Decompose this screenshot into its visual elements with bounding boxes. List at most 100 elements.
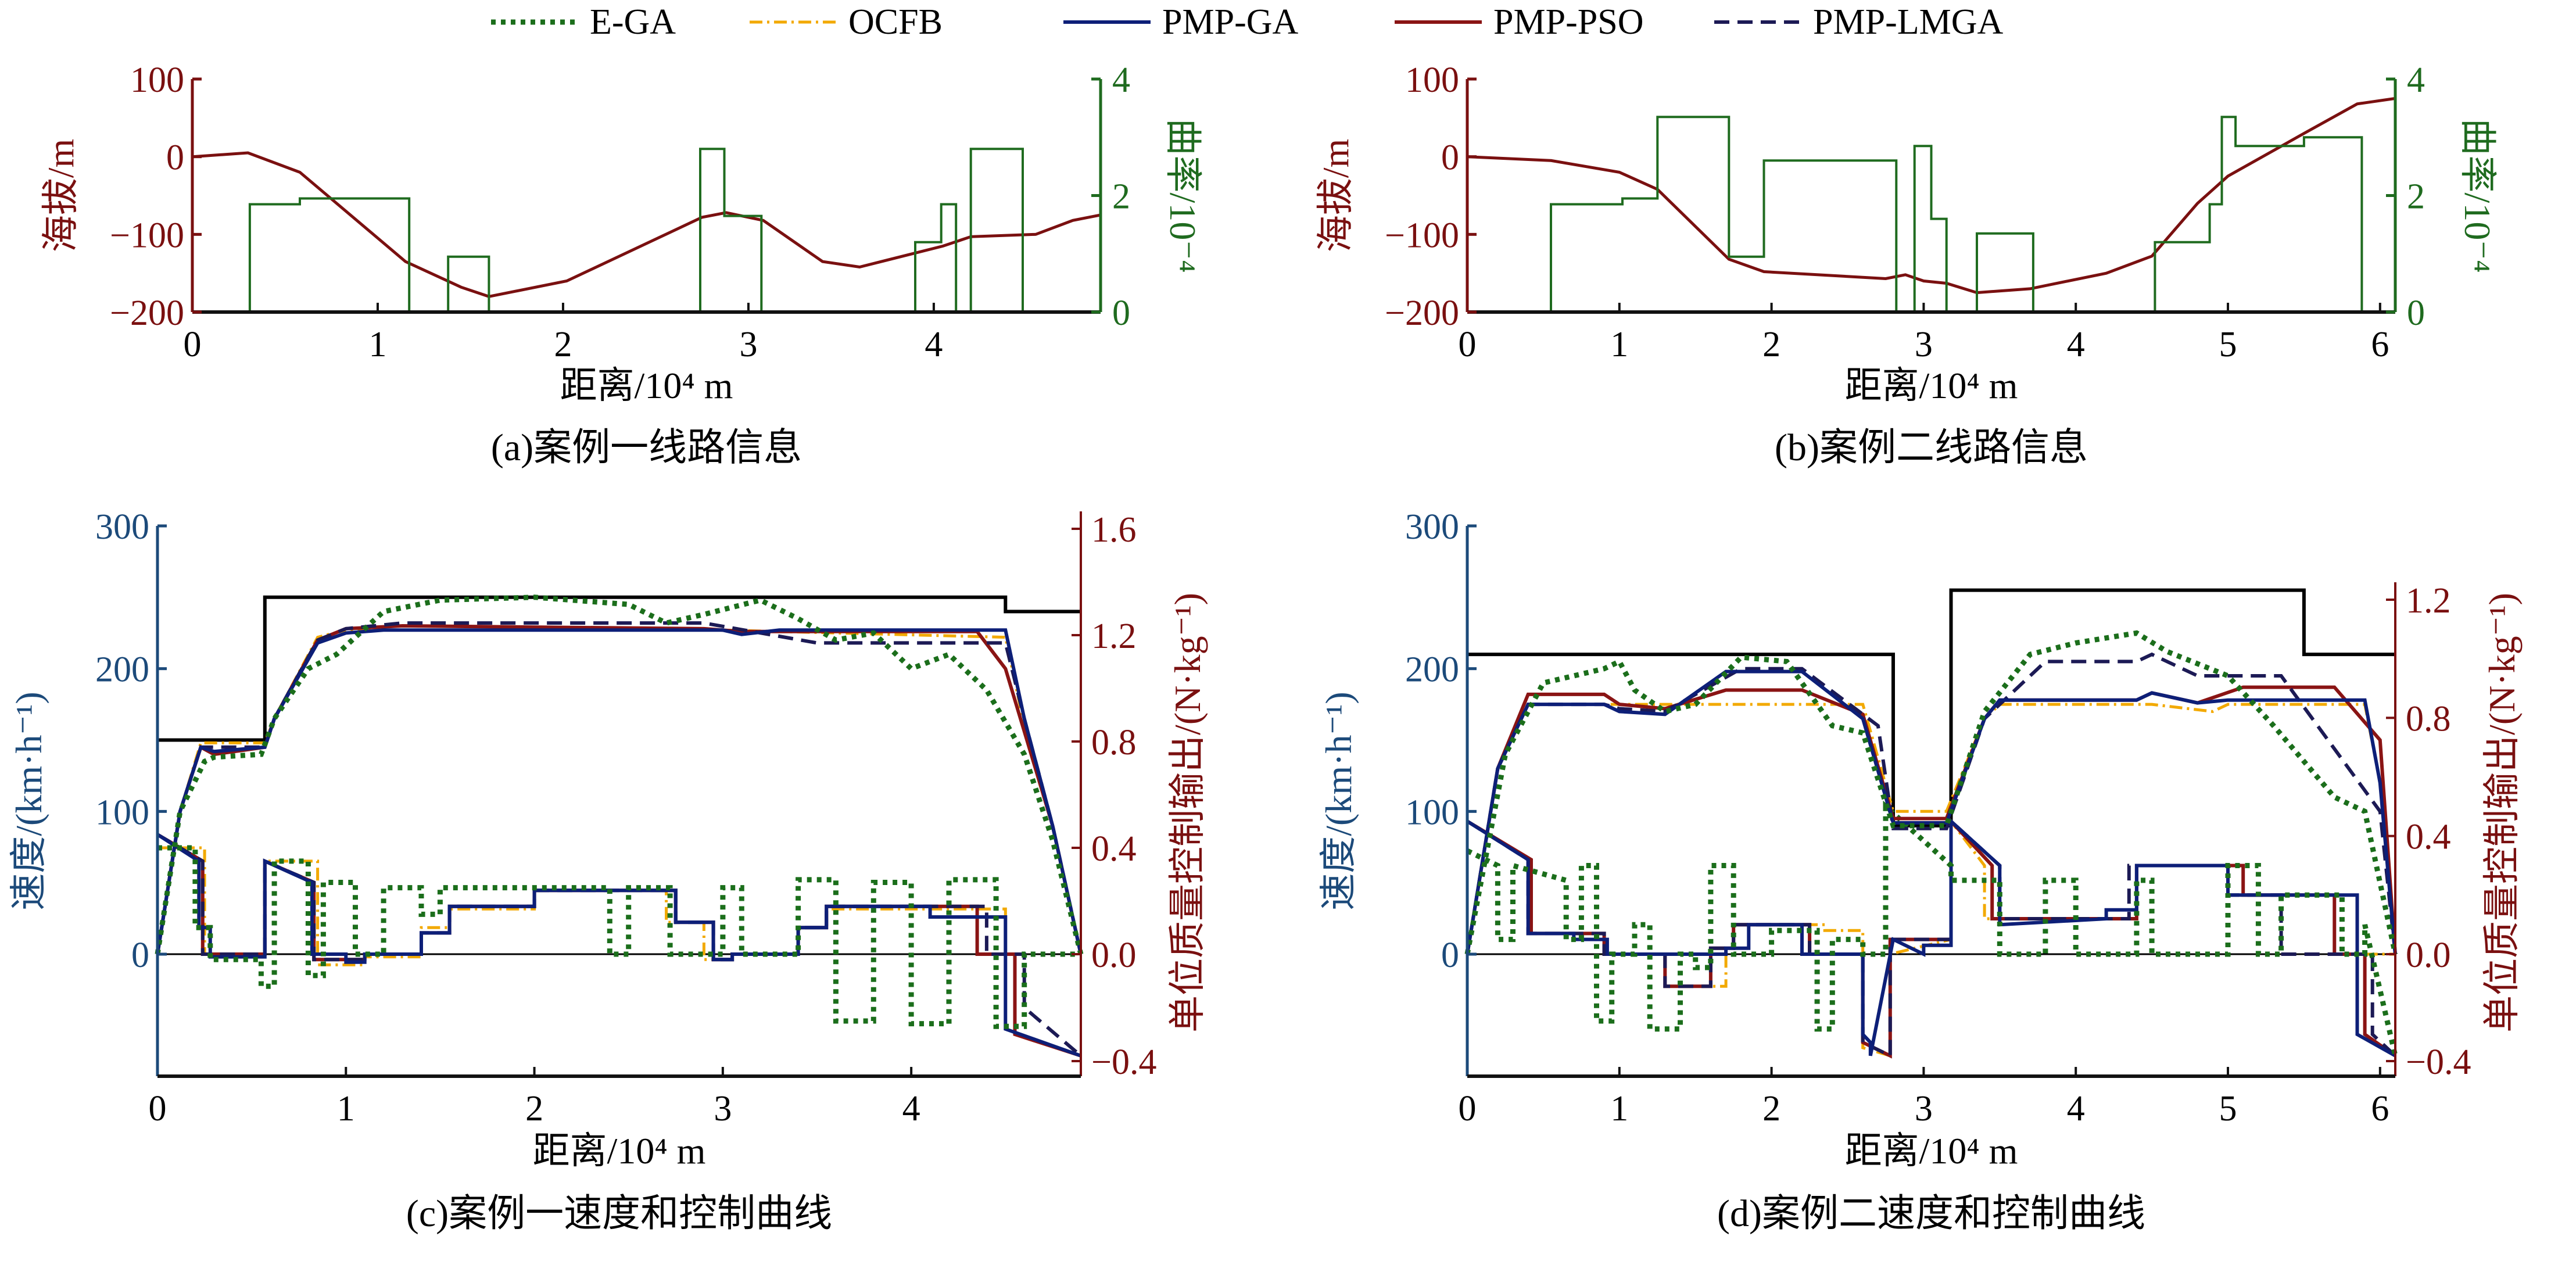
right-tick-label: 0.0 [1091,936,1137,975]
panel-caption: (c)案例一速度和控制曲线 [406,1192,832,1235]
x-tick-label: 2 [1762,1089,1780,1129]
x-tick-label: 0 [1459,325,1477,364]
right-tick-label: −0.4 [1091,1043,1156,1082]
speed-line-e-ga [1464,630,2398,955]
x-axis-title: 距离/10⁴ m [560,365,733,406]
legend-label: PMP-GA [1162,2,1299,42]
control-line-e-ga [1466,800,2398,1056]
left-tick-label: 0 [1441,936,1459,975]
legend-item-ocfb: OCFB [750,2,943,42]
speed-line-pmp-pso [1466,685,2397,955]
curvature-step-line [1467,116,2395,313]
right-axis-title: 曲率/10⁻⁴ [2457,119,2498,273]
right-tick-label: 4 [1112,60,1130,100]
right-tick-label: 1.2 [2406,581,2451,621]
left-tick-label: −100 [110,216,184,255]
right-axis-title: 单位质量控制输出/(N·kg⁻¹) [2481,593,2523,1033]
speed-line-e-ga [155,594,1084,955]
x-tick-label: 6 [2371,1089,2389,1129]
right-tick-label: 0.4 [2406,818,2451,857]
left-axis-title: 速度/(km·h⁻¹) [1318,692,1359,910]
x-tick-label: 1 [1610,325,1628,364]
panel-d-case2-speed-control: 300 200 100 0 1.2 0.8 0.4 0.0 −0.4 0 1 2 3 4 5 6 距离/10⁴ … [1318,507,2523,1235]
right-axis-title: 曲率/10⁻⁴ [1162,119,1203,273]
x-tick-label: 4 [2067,325,2085,364]
right-tick-label: 2 [1112,177,1130,217]
x-tick-label: 4 [2067,1089,2085,1129]
right-tick-label: −0.4 [2406,1043,2471,1082]
control-line-pmp-ga [156,833,1082,1058]
x-tick-label: 3 [1915,1089,1933,1129]
x-tick-label: 4 [925,325,943,364]
right-tick-label: 0.0 [2406,936,2451,975]
x-tick-label: 2 [1762,325,1780,364]
panel-b-case2-route: 100 0 −100 −200 4 2 0 0 1 2 3 4 5 6 距离/10⁴ m (b)案例二线路信息… [1315,60,2498,469]
right-tick-label: 1.2 [1091,617,1137,656]
x-tick-label: 4 [902,1089,920,1129]
x-tick-label: 2 [525,1089,543,1129]
x-tick-label: 0 [1459,1089,1477,1129]
left-tick-label: 100 [1405,793,1459,832]
x-tick-label: 1 [368,325,386,364]
legend-item-e-ga: E-GA [491,2,676,42]
left-tick-label: 0 [166,138,184,178]
left-tick-label: 200 [1405,650,1459,690]
x-axis-title: 距离/10⁴ m [1845,365,2018,406]
panel-caption: (a)案例一线路信息 [491,427,802,469]
control-line-e-ga [157,845,1081,1029]
panel-caption: (d)案例二速度和控制曲线 [1717,1192,2145,1235]
right-tick-label: 1.6 [1091,510,1137,550]
legend-label: PMP-PSO [1493,2,1643,42]
right-axis-title: 单位质量控制输出/(N·kg⁻¹) [1167,593,1208,1033]
right-tick-label: 0.8 [2406,699,2451,739]
left-tick-label: 100 [1405,60,1459,100]
left-tick-label: −200 [110,293,184,333]
right-tick-label: 0 [2407,293,2425,333]
x-axis-title: 距离/10⁴ m [533,1130,706,1172]
x-axis-title: 距离/10⁴ m [1845,1130,2018,1172]
left-tick-label: 0 [131,936,149,975]
x-tick-label: 0 [149,1089,167,1129]
curvature-step-line [192,148,1101,313]
left-tick-label: −200 [1385,293,1459,333]
x-tick-label: 1 [337,1089,355,1129]
left-axis-title: 速度/(km·h⁻¹) [8,692,49,910]
x-tick-label: 5 [2219,1089,2237,1129]
x-tick-label: 3 [714,1089,732,1129]
x-tick-label: 6 [2371,325,2389,364]
legend-label: PMP-LMGA [1813,2,2004,42]
legend-label: OCFB [848,2,943,42]
legend-label: E-GA [590,2,676,42]
speed-line-pmp-ga [156,628,1083,955]
panel-caption: (b)案例二线路信息 [1775,427,2088,469]
right-tick-label: 0.8 [1091,723,1137,762]
left-tick-label: 0 [1441,138,1459,178]
panel-a-case1-route: 100 0 −100 −200 4 2 0 0 1 2 3 4 距离/10⁴ m (a)案例一线路信息 海拔… [40,60,1203,469]
left-tick-label: 300 [95,507,149,547]
right-tick-label: 4 [2407,60,2425,100]
legend-item-pmp-pso: PMP-PSO [1395,2,1643,42]
speed-line-pmp-lmga [156,621,1083,955]
left-tick-label: 100 [95,793,149,832]
x-tick-label: 3 [1915,325,1933,364]
left-axis-title: 海拔/m [40,139,81,253]
elevation-line [192,151,1101,298]
x-tick-label: 5 [2219,325,2237,364]
speed-limit-line [157,595,1081,742]
control-line-pmp-ga [1466,817,2396,1058]
x-tick-label: 2 [554,325,572,364]
left-tick-label: 300 [1405,507,1459,547]
right-tick-label: 2 [2407,177,2425,217]
right-tick-label: 0 [1112,293,1130,333]
left-tick-label: −100 [1385,216,1459,255]
speed-line-pmp-ga [1466,669,2397,955]
panel-c-case1-speed-control: 300 200 100 0 1.6 1.2 0.8 0.4 0.0 −0.4 0 1 2 3 4 距离/10⁴… [8,507,1208,1235]
left-tick-label: 200 [95,650,149,690]
legend: E-GA OCFB PMP-GA PMP-PSO PMP-LMGA [491,2,2004,42]
left-axis-title: 海拔/m [1315,139,1356,253]
x-tick-label: 3 [739,325,757,364]
legend-item-pmp-lmga: PMP-LMGA [1714,2,2004,42]
speed-limit-line [1467,588,2395,827]
x-tick-label: 1 [1610,1089,1628,1129]
